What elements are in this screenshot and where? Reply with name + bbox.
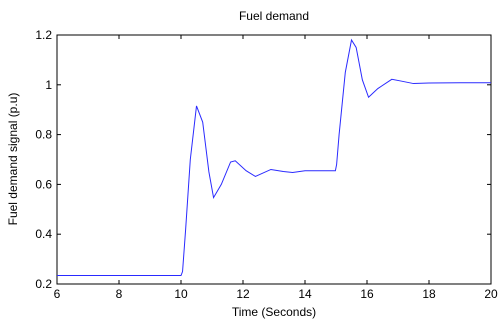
x-tick-label: 12 <box>236 287 250 301</box>
y-tick-label: 1 <box>45 78 52 92</box>
x-tick-label: 8 <box>116 287 123 301</box>
x-tick-label: 18 <box>422 287 436 301</box>
y-tick-label: 0.8 <box>35 128 52 142</box>
y-tick-label: 0.4 <box>35 227 52 241</box>
y-tick-label: 0.6 <box>35 177 52 191</box>
x-tick-labels: 6 8 10 12 14 16 18 20 <box>54 287 498 301</box>
x-axis-label: Time (Seconds) <box>232 305 316 319</box>
axis-ticks <box>56 34 492 285</box>
series-line-fuel-demand <box>57 38 491 277</box>
chart-title: Fuel demand <box>239 9 309 23</box>
y-tick-label: 0.2 <box>35 277 52 291</box>
y-tick-label: 1.2 <box>35 28 52 42</box>
x-tick-label: 14 <box>298 287 312 301</box>
x-tick-label: 16 <box>360 287 374 301</box>
x-tick-label: 20 <box>484 287 498 301</box>
x-tick-label: 10 <box>174 287 188 301</box>
plot-area <box>56 34 492 285</box>
y-tick-labels: 0.2 0.4 0.6 0.8 1 1.2 <box>35 28 52 291</box>
y-axis-label: Fuel demand signal (p.u) <box>6 93 20 226</box>
x-tick-label: 6 <box>54 287 61 301</box>
